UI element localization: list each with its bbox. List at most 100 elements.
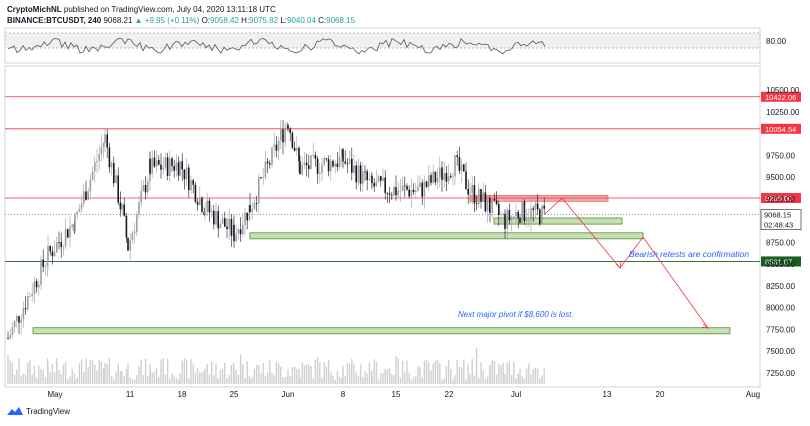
volume-bar <box>275 362 278 384</box>
candle-body <box>478 188 480 204</box>
author-name[interactable]: CryptoMichNL <box>7 5 62 14</box>
time-tick-label: 25 <box>230 390 239 399</box>
candle-body <box>253 203 256 209</box>
volume-bar <box>196 368 199 384</box>
volume-bar <box>142 375 145 384</box>
candle-body <box>327 159 330 172</box>
arrow-head <box>701 323 710 329</box>
volume-bar <box>16 369 18 384</box>
volume-bar <box>303 365 306 384</box>
volume-bar <box>149 364 151 384</box>
candle-body <box>351 158 353 173</box>
volume-bar <box>183 358 186 384</box>
volume-bar <box>64 361 67 384</box>
candle-body <box>206 200 208 212</box>
volume-bar <box>460 367 463 384</box>
price-tick-label: 10250.00 <box>766 108 800 117</box>
volume-bar <box>321 377 323 384</box>
support-zone[interactable] <box>32 327 731 335</box>
candle-body <box>29 296 31 297</box>
candle-body <box>452 176 454 178</box>
time-tick-label: 20 <box>656 390 665 399</box>
volume-bar <box>56 358 58 384</box>
candle-body <box>289 128 291 133</box>
candle-body <box>138 202 140 215</box>
volume-bar <box>441 379 443 384</box>
volume-bar <box>480 362 482 384</box>
candle-body <box>40 259 42 285</box>
candle-body <box>397 190 399 196</box>
support-zone[interactable] <box>249 232 644 240</box>
open-label: O: <box>201 16 211 25</box>
volume-bar <box>169 378 171 384</box>
support-zone[interactable] <box>493 217 623 225</box>
volume-bar <box>104 362 106 384</box>
volume-bar <box>228 374 230 384</box>
volume-bar <box>443 378 445 384</box>
candle-body <box>415 190 417 193</box>
candle-body <box>395 187 397 196</box>
volume-bar <box>353 363 355 384</box>
candle-body <box>164 157 167 168</box>
volume-bar <box>194 372 197 384</box>
volume-bar <box>293 366 296 384</box>
candle-body <box>534 203 537 210</box>
candle-body <box>269 163 271 165</box>
volume-bar <box>13 374 16 384</box>
volume-bar <box>271 373 273 384</box>
candle-body <box>217 211 219 229</box>
volume-bar <box>500 365 502 384</box>
candle-body <box>249 205 251 213</box>
volume-bar <box>244 377 246 384</box>
volume-bar <box>171 373 173 384</box>
volume-bar <box>419 366 421 384</box>
candle-body <box>467 188 469 195</box>
volume-bar <box>425 359 428 384</box>
candle-body <box>465 171 467 189</box>
candle-body <box>504 213 506 229</box>
candle-body <box>321 164 323 173</box>
volume-bar <box>373 359 375 384</box>
volume-bar <box>233 367 235 384</box>
volume-bar <box>49 372 51 384</box>
volume-bar <box>76 377 78 384</box>
volume-bar <box>284 376 286 384</box>
volume-bar <box>375 361 378 384</box>
candle-body <box>450 175 452 177</box>
candle-body <box>293 147 296 151</box>
candle-body <box>44 266 47 267</box>
candle-body <box>9 334 11 339</box>
candle-body <box>325 158 328 160</box>
volume-bar <box>521 376 523 384</box>
candle-body <box>382 177 384 181</box>
volume-bar <box>125 368 128 384</box>
candle-body <box>127 237 129 251</box>
volume-bar <box>262 363 264 384</box>
candle-body <box>536 203 539 210</box>
volume-bar <box>314 359 317 384</box>
candle-body <box>166 157 169 176</box>
volume-bar <box>78 363 81 384</box>
projection-arrow[interactable] <box>544 197 709 329</box>
volume-bar <box>69 376 71 384</box>
volume-bar <box>67 379 69 384</box>
volume-bar <box>532 369 534 384</box>
volume-bar <box>237 374 240 384</box>
footer-brand[interactable]: TradingView <box>7 406 70 416</box>
price-tick-label: 8750.00 <box>766 238 795 247</box>
candle-body <box>510 216 513 221</box>
candle-body <box>445 172 448 182</box>
price-tick-label: 8000.00 <box>766 304 795 313</box>
candle-body <box>56 242 58 253</box>
candle-body <box>204 211 206 215</box>
volume-bar <box>9 360 11 384</box>
volume-bar <box>386 369 389 384</box>
volume-bar <box>454 375 456 384</box>
volume-bar <box>155 368 158 384</box>
volume-bar <box>219 370 222 384</box>
volume-bar <box>192 364 194 384</box>
volume-bar <box>434 360 437 384</box>
candle-body <box>69 226 71 238</box>
volume-bar <box>204 368 206 384</box>
